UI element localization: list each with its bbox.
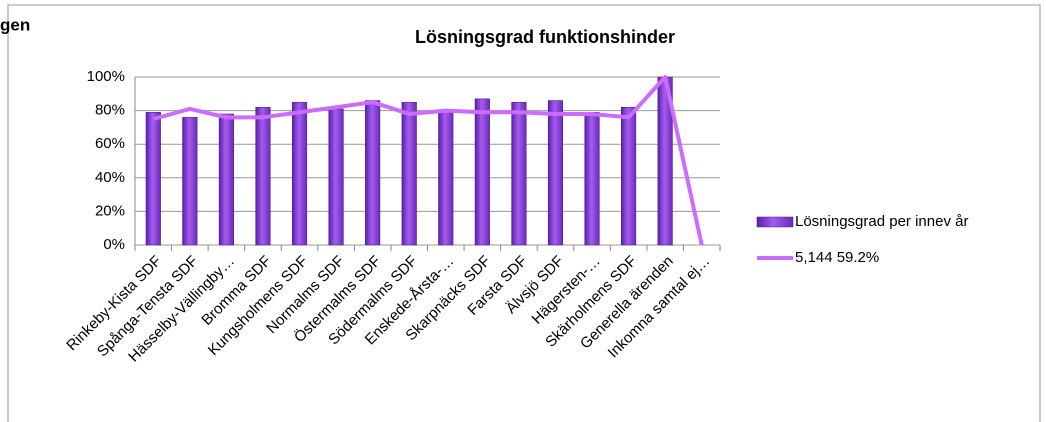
bar — [182, 117, 198, 246]
bar — [218, 113, 234, 246]
legend-label: 5,144 59.2% — [795, 249, 879, 266]
chart-frame — [7, 4, 1041, 422]
bar — [145, 112, 161, 246]
bar — [438, 110, 454, 246]
bar — [255, 106, 271, 246]
chart-title: Lösningsgrad funktionshinder — [415, 27, 675, 47]
y-tick-label: 60% — [95, 135, 125, 152]
bar — [291, 101, 308, 246]
bar — [401, 101, 417, 246]
corner-text: gen — [0, 15, 30, 34]
y-tick-label: 40% — [95, 169, 125, 186]
line — [152, 75, 704, 246]
bar — [511, 101, 527, 246]
legend-swatch — [756, 216, 794, 228]
bar — [584, 112, 600, 246]
y-tick-label: 0% — [103, 236, 125, 253]
bar — [365, 100, 381, 246]
bar — [621, 106, 637, 246]
legend-label: Lösningsgrad per innev år — [795, 213, 968, 230]
bar — [328, 108, 344, 246]
bar — [547, 100, 564, 246]
y-tick-label: 80% — [95, 102, 125, 119]
bar — [474, 98, 490, 246]
y-tick-label: 20% — [95, 202, 125, 219]
y-tick-label: 100% — [87, 68, 125, 85]
